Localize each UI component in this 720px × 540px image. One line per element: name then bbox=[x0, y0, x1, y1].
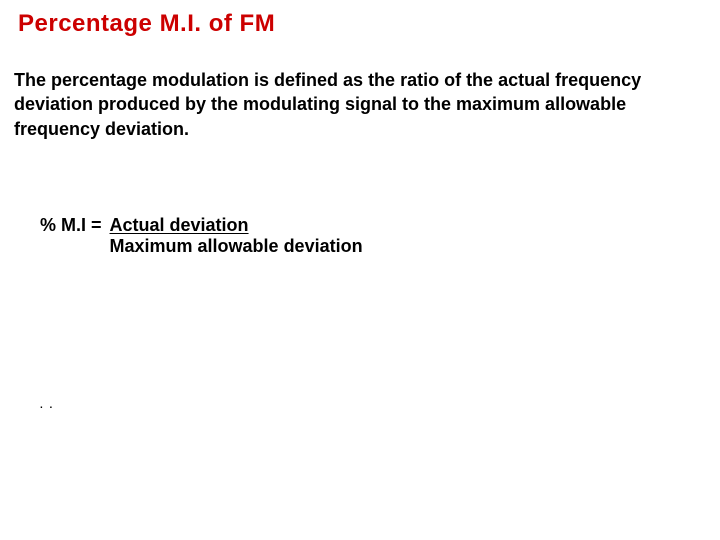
formula-rhs: Actual deviation Maximum allowable devia… bbox=[110, 215, 363, 257]
slide-title: Percentage M.I. of FM bbox=[18, 10, 275, 38]
decorative-dots: . . bbox=[40, 400, 54, 411]
slide: Percentage M.I. of FM The percentage mod… bbox=[0, 0, 720, 540]
formula-lhs: % M.I = bbox=[40, 215, 102, 236]
definition-text: The percentage modulation is defined as … bbox=[14, 68, 710, 141]
formula-denominator: Maximum allowable deviation bbox=[110, 236, 363, 257]
formula-numerator: Actual deviation bbox=[110, 215, 249, 236]
formula-block: % M.I = Actual deviation Maximum allowab… bbox=[40, 215, 363, 257]
